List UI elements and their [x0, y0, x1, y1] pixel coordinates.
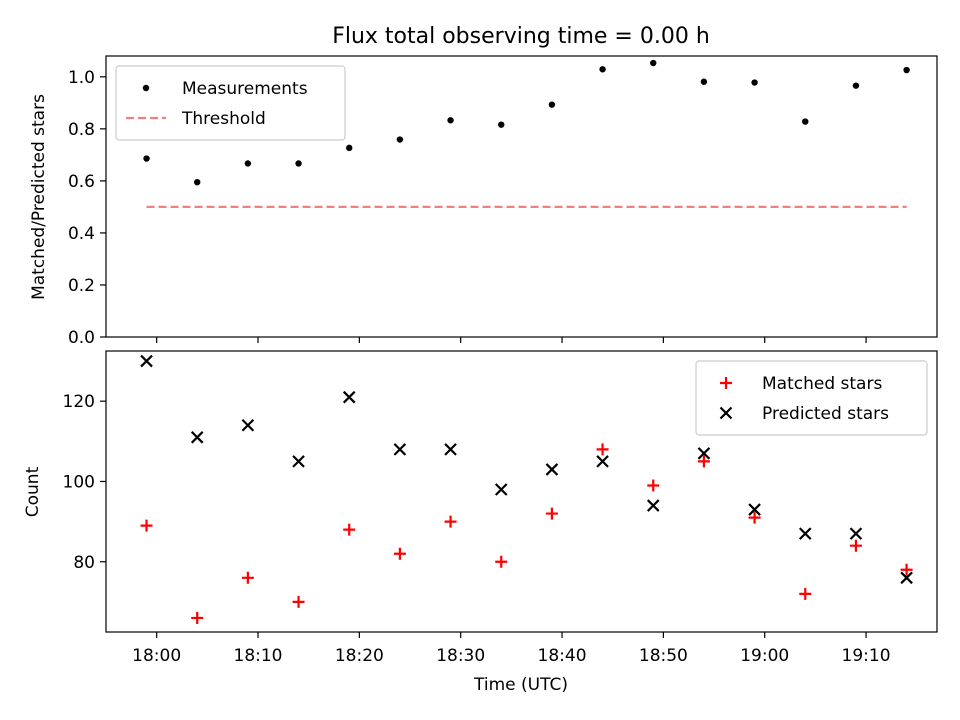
top-y-axis-label: Matched/Predicted stars [29, 94, 49, 300]
legend-label: Matched stars [762, 374, 882, 394]
matched-star-point [545, 507, 558, 520]
matched-star-point [191, 611, 204, 624]
measurement-point [194, 178, 201, 186]
x-tick-label: 18:20 [335, 646, 384, 666]
x-tick-label: 18:40 [538, 646, 587, 666]
predicted-star-point [798, 527, 812, 540]
x-axis-label: Time (UTC) [473, 675, 568, 695]
top-x-ticks [156, 337, 867, 343]
predicted-star-point [190, 431, 204, 444]
top-legend: Measurements Threshold [115, 65, 346, 141]
measurement-point [802, 118, 809, 125]
measurement-point [700, 78, 708, 85]
predicted-star-point [494, 483, 508, 496]
x-tick-label: 18:30 [436, 646, 485, 666]
x-tick-label: 18:10 [234, 646, 283, 666]
top-plot-frame [105, 55, 938, 338]
predicted-star-point [748, 503, 761, 516]
matched-star-point [900, 563, 913, 576]
y-tick-label: 100 [63, 472, 95, 492]
measurement-point [650, 59, 657, 67]
bottom-plot-frame [105, 350, 938, 633]
legend-handle [720, 377, 732, 389]
predicted-star-point [646, 499, 660, 512]
y-tick-label: 0.6 [68, 172, 95, 192]
bottom-data-marks [140, 354, 913, 624]
measurement-point [295, 160, 302, 167]
measurement-point [751, 79, 758, 86]
chart-title: Flux total observing time = 0.00 h [332, 24, 710, 49]
matched-star-point [495, 555, 508, 568]
measurement-point [548, 101, 556, 108]
legend-label: Threshold [181, 109, 266, 129]
measurement-point [447, 117, 454, 124]
legend-box [695, 360, 928, 436]
predicted-star-point [444, 443, 457, 456]
y-tick-label: 120 [63, 392, 95, 412]
predicted-star-point [849, 527, 863, 540]
matched-star-point [444, 515, 457, 528]
predicted-star-point [393, 443, 407, 456]
x-tick-label: 19:10 [842, 646, 891, 666]
predicted-star-point [697, 447, 711, 460]
matched-star-point [697, 455, 710, 468]
measurement-point [498, 121, 505, 128]
matched-star-point [748, 511, 761, 524]
bottom-x-ticks: 18:00 18:10 18:20 18:30 18:40 18:50 19:00 19:10 [132, 632, 891, 666]
x-tick-label: 18:50 [639, 646, 688, 666]
measurement-point [143, 155, 150, 162]
y-tick-label: 0.4 [68, 224, 95, 244]
matched-star-point [849, 539, 862, 552]
bottom-y-ticks: 80 100 120 [63, 392, 106, 573]
measurement-point [346, 144, 353, 152]
y-tick-label: 80 [73, 553, 95, 573]
legend-handle [719, 406, 733, 420]
y-tick-label: 0.8 [68, 120, 95, 140]
matched-star-point [343, 523, 356, 536]
y-tick-label: 1.0 [68, 68, 95, 88]
legend-label: Measurements [182, 79, 308, 99]
legend-box [115, 65, 346, 141]
top-panel: 0.0 0.2 0.4 0.6 0.8 1.0 Matched/Predicted sta… [29, 55, 938, 348]
predicted-star-point [900, 571, 913, 585]
predicted-star-point [545, 463, 559, 476]
bottom-y-axis-label: Count [23, 466, 43, 517]
predicted-star-point [140, 354, 153, 368]
matched-star-point [393, 547, 406, 560]
legend-handle [142, 84, 150, 92]
legend-label: Predicted stars [762, 404, 889, 424]
predicted-star-point [342, 390, 356, 404]
measurement-point [244, 160, 252, 167]
bottom-legend: Matched stars Predicted stars [695, 360, 928, 436]
y-tick-label: 0.2 [68, 276, 95, 296]
measurement-point [903, 66, 910, 74]
matched-star-point [241, 571, 254, 584]
measurement-point [396, 136, 404, 143]
matched-star-point [647, 479, 660, 492]
matched-star-point [140, 519, 153, 532]
x-tick-label: 18:00 [132, 646, 181, 666]
predicted-star-point [292, 455, 305, 468]
measurement-point [599, 66, 606, 73]
x-tick-label: 19:00 [740, 646, 789, 666]
top-y-ticks: 0.0 0.2 0.4 0.6 0.8 1.0 [68, 68, 106, 348]
top-data-marks [143, 59, 910, 209]
measurement-point [852, 82, 860, 89]
predicted-star-point [596, 455, 609, 468]
predicted-star-point [241, 418, 255, 432]
matched-star-point [292, 595, 305, 608]
y-tick-label: 0.0 [68, 328, 95, 348]
matched-star-point [596, 443, 609, 456]
matched-star-point [799, 587, 812, 600]
